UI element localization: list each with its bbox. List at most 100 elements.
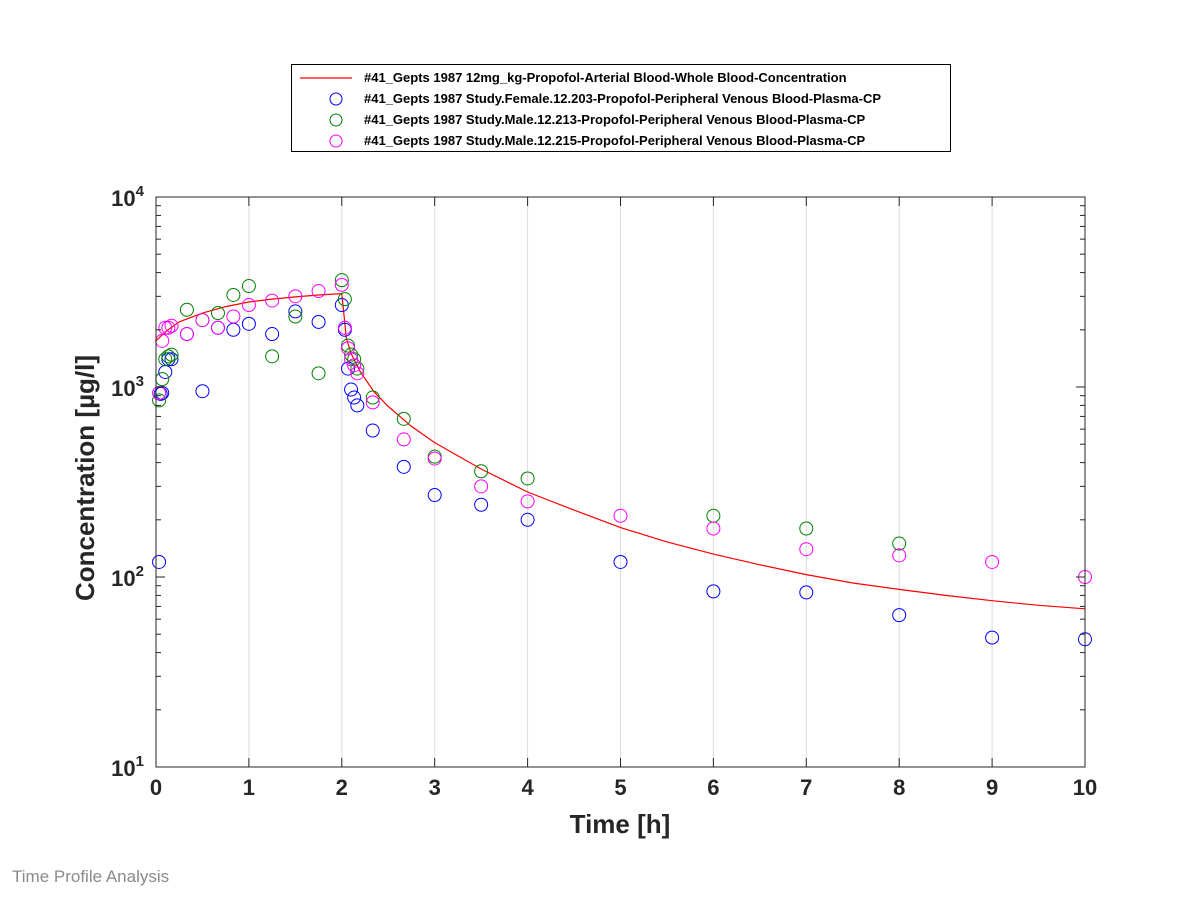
data-point (311, 314, 326, 329)
data-point (520, 512, 535, 527)
data-point (799, 585, 814, 600)
data-point (344, 382, 359, 397)
data-point (613, 508, 628, 523)
data-point (152, 393, 167, 408)
data-point (344, 347, 359, 362)
legend-item-male-213: #41_Gepts 1987 Study.Male.12.213-Propofo… (292, 110, 950, 130)
x-tick-label: 1 (243, 775, 255, 800)
data-point (155, 372, 170, 387)
legend-swatch-line (300, 77, 352, 79)
data-point (347, 352, 362, 367)
data-point (226, 322, 241, 337)
data-point (365, 390, 380, 405)
y-tick-label: 101 (111, 753, 144, 781)
data-point (210, 320, 225, 335)
x-tick-label: 7 (800, 775, 812, 800)
legend: #41_Gepts 1987 12mg_kg-Propofol-Arterial… (291, 64, 951, 152)
data-point (892, 536, 907, 551)
data-point (164, 318, 179, 333)
data-point (195, 384, 210, 399)
data-point (161, 352, 176, 367)
observed-data-layer (152, 273, 1092, 647)
data-point (520, 494, 535, 509)
data-point (152, 385, 167, 400)
data-point (706, 521, 721, 536)
data-point (158, 320, 173, 335)
data-point (226, 287, 241, 302)
data-point (396, 459, 411, 474)
legend-label: #41_Gepts 1987 Study.Female.12.203-Propo… (364, 91, 882, 106)
series-markers-1 (152, 298, 1092, 647)
data-point (427, 488, 442, 503)
data-point (396, 432, 411, 447)
series-markers-3 (152, 277, 1092, 584)
legend-swatch-marker (329, 134, 343, 148)
x-tick-label: 8 (893, 775, 905, 800)
data-point (241, 316, 256, 331)
data-point (799, 542, 814, 557)
data-point (226, 309, 241, 324)
data-point (334, 277, 349, 292)
data-point (347, 390, 362, 405)
x-tick-label: 4 (521, 775, 534, 800)
data-point (427, 451, 442, 466)
x-tick-label: 5 (614, 775, 626, 800)
data-point (706, 584, 721, 599)
x-tick-label: 10 (1073, 775, 1097, 800)
x-tick-label: 2 (336, 775, 348, 800)
x-tick-label: 0 (150, 775, 162, 800)
data-point (164, 352, 179, 367)
data-point (341, 341, 356, 356)
data-point (474, 464, 489, 479)
data-point (985, 630, 1000, 645)
y-tick-label: 103 (111, 373, 144, 401)
x-tick-label: 6 (707, 775, 719, 800)
data-point (155, 333, 170, 348)
data-point (365, 395, 380, 410)
legend-swatch-marker (329, 113, 343, 127)
data-point (288, 309, 303, 324)
x-tick-labels: 0 1 2 3 4 5 6 7 8 9 10 (150, 775, 1097, 800)
series-markers-2 (152, 273, 907, 551)
legend-item-male-215: #41_Gepts 1987 Study.Male.12.215-Propofo… (292, 131, 950, 151)
data-point (288, 289, 303, 304)
data-point (337, 292, 352, 307)
series-line-simulation (155, 292, 1086, 610)
legend-label: #41_Gepts 1987 Study.Male.12.215-Propofo… (364, 133, 866, 148)
data-point (799, 521, 814, 536)
x-tick-label: 9 (986, 775, 998, 800)
y-tick-label: 104 (111, 183, 144, 211)
grid-lines (248, 197, 993, 767)
y-tick-labels: 101 102 103 104 (111, 183, 144, 781)
data-point (396, 411, 411, 426)
legend-item-simulation: #41_Gepts 1987 12mg_kg-Propofol-Arterial… (292, 68, 950, 88)
x-axis-title: Time [h] (570, 809, 671, 839)
data-point (195, 313, 210, 328)
data-point (179, 302, 194, 317)
data-point (520, 471, 535, 486)
data-point (334, 273, 349, 288)
data-point (350, 366, 365, 381)
data-point (892, 608, 907, 623)
data-point (344, 352, 359, 367)
data-point (365, 423, 380, 438)
data-point (164, 347, 179, 362)
data-point (347, 358, 362, 373)
legend-item-female-203: #41_Gepts 1987 Study.Female.12.203-Propo… (292, 89, 950, 109)
legend-label: #41_Gepts 1987 12mg_kg-Propofol-Arterial… (364, 70, 847, 85)
data-point (474, 479, 489, 494)
data-point (241, 279, 256, 294)
axis-ticks (155, 196, 1086, 768)
data-point (265, 349, 280, 364)
data-point (161, 320, 176, 335)
data-point (152, 554, 167, 569)
data-point (311, 366, 326, 381)
data-point (337, 320, 352, 335)
data-point (311, 284, 326, 299)
data-point (179, 327, 194, 342)
legend-label: #41_Gepts 1987 Study.Male.12.213-Propofo… (364, 112, 866, 127)
data-point (613, 554, 628, 569)
footer-caption: Time Profile Analysis (12, 867, 170, 886)
data-point (474, 497, 489, 512)
